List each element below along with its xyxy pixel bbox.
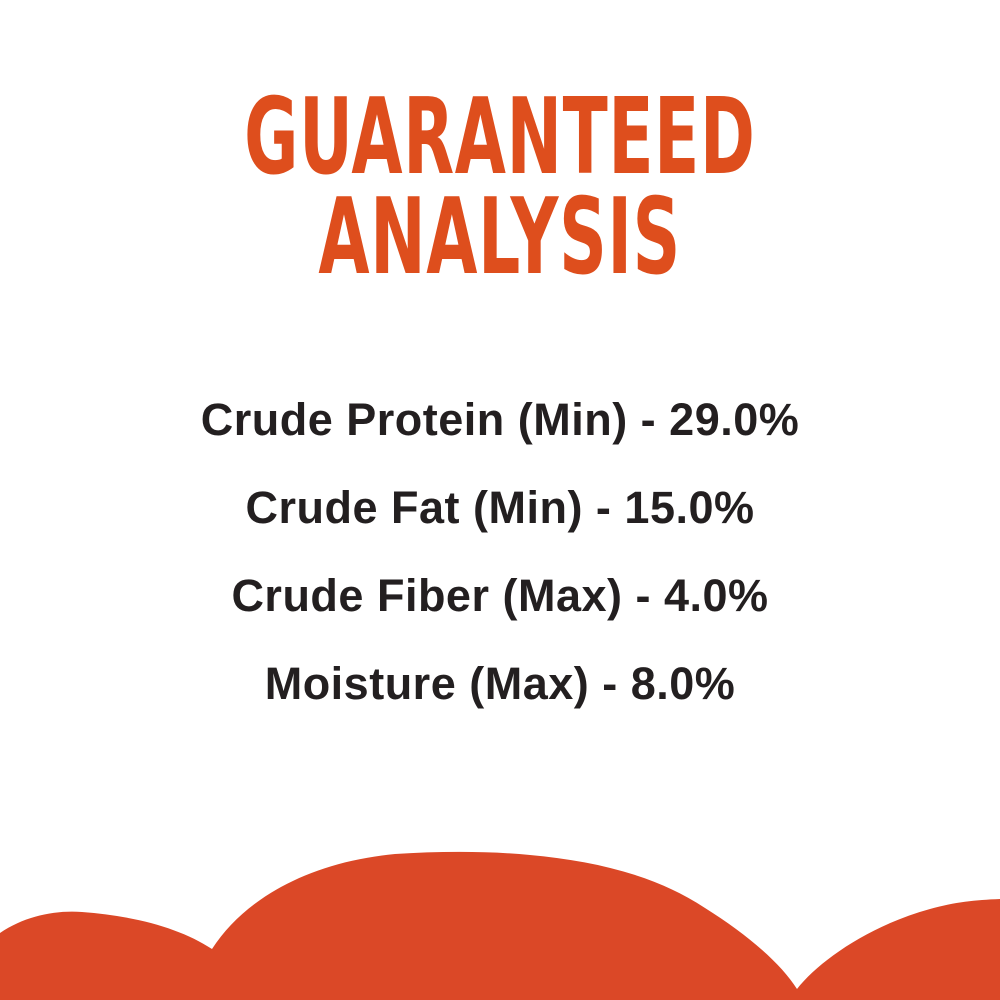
wave-bumps-decoration [0,851,1000,1000]
analysis-row-crude-fiber: Crude Fiber (Max) - 4.0% [231,570,769,621]
page-title-line1: GUARANTEED [244,76,756,198]
page-title-line2: ANALYSIS [318,176,682,298]
wave-shape [0,851,1000,1000]
analysis-row-crude-protein: Crude Protein (Min) - 29.0% [200,394,800,445]
analysis-row-crude-fat: Crude Fat (Min) - 15.0% [245,482,755,533]
analysis-row-moisture: Moisture (Max) - 8.0% [264,658,736,709]
page-title: GUARANTEED ANALYSIS [0,76,1000,298]
guaranteed-analysis-list: Crude Protein (Min) - 29.0% Crude Fat (M… [0,376,1000,728]
